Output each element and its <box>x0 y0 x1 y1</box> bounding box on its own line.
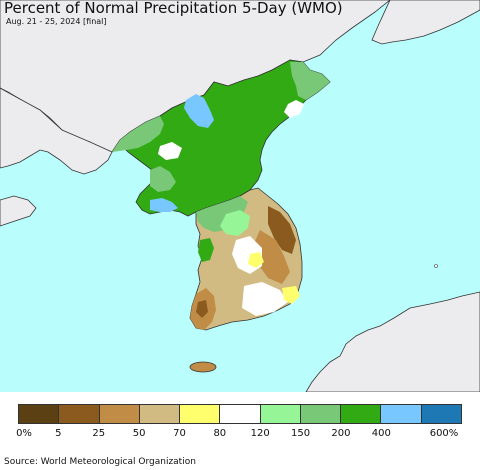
legend-swatch <box>99 405 140 423</box>
sk-white-south <box>242 282 288 316</box>
map-title: Percent of Normal Precipitation 5-Day (W… <box>4 0 343 17</box>
legend-tick-label: 25 <box>92 428 106 439</box>
foreign-land-liaodong <box>0 87 113 175</box>
nk-white-ne <box>284 100 304 118</box>
nk-blue-south <box>150 198 178 212</box>
legend-swatch <box>180 405 221 423</box>
map-subtitle: Aug. 21 - 25, 2024 [final] <box>6 17 107 26</box>
foreign-land-japan <box>305 291 480 392</box>
legend-tick-label: 120 <box>250 428 270 439</box>
sk-dark-brown-east <box>268 206 296 254</box>
legend-tick-label: 50 <box>132 428 146 439</box>
legend-tick-label: 80 <box>213 428 227 439</box>
sk-brown-central <box>252 230 290 284</box>
legend-tick-label: 5 <box>55 428 62 439</box>
legend-swatch <box>59 405 100 423</box>
legend-tick-label: 70 <box>173 428 186 439</box>
legend-tick-label: 600% <box>429 428 459 439</box>
legend-swatch <box>19 405 60 423</box>
nk-blue-north <box>184 94 214 128</box>
sk-green-west <box>198 238 214 262</box>
foreign-land-primorye <box>371 0 480 45</box>
ulleung-island <box>434 264 438 268</box>
legend-tick-label: 400 <box>371 428 391 439</box>
nk-light-green-ne <box>290 62 330 100</box>
sk-yellow-central <box>248 252 264 268</box>
legend-swatch <box>421 405 461 423</box>
legend-swatch <box>260 405 301 423</box>
map-canvas <box>0 0 480 392</box>
nk-white-w <box>158 142 182 160</box>
legend-swatch <box>300 405 342 423</box>
legend-swatch <box>139 405 181 423</box>
precipitation-map: Percent of Normal Precipitation 5-Day (W… <box>0 0 480 392</box>
legend-swatch <box>220 405 261 423</box>
nk-light-green-sw <box>150 166 176 192</box>
sk-green-north <box>196 196 248 232</box>
legend-colorbar <box>18 404 462 424</box>
legend-swatch <box>341 405 382 423</box>
nk-light-green-w <box>112 116 164 152</box>
legend-swatch <box>381 405 422 423</box>
jeju-island <box>189 361 217 373</box>
legend-tick-label: 0% <box>16 428 32 439</box>
sk-yellow-south <box>282 286 300 304</box>
legend-tick-label: 150 <box>290 428 311 439</box>
foreign-land-shandong <box>0 195 37 227</box>
source-credit: Source: World Meteorological Organizatio… <box>4 457 196 467</box>
sk-dark-brown-southwest <box>196 300 208 318</box>
sk-light-green <box>220 210 250 236</box>
legend-tick-label: 200 <box>331 428 351 439</box>
